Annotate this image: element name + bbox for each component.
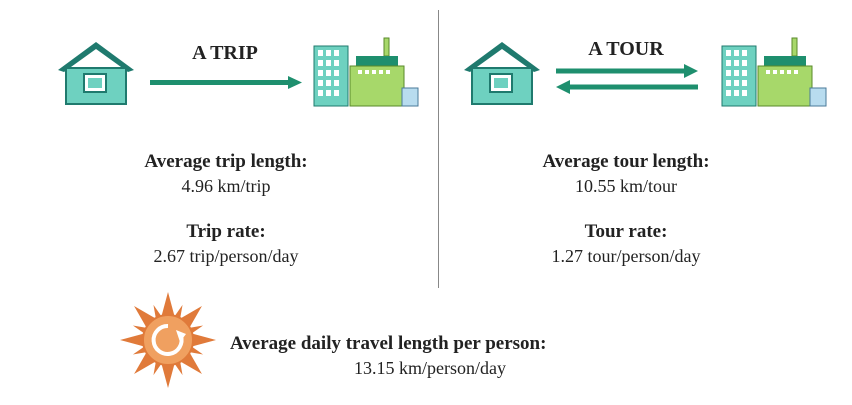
- home-icon: [58, 42, 134, 105]
- arrow-right-icon: [150, 76, 302, 89]
- tour-rate-heading: Tour rate:: [584, 221, 668, 242]
- sun-cycle-icon: [120, 292, 216, 388]
- city-factory-icon: [721, 37, 827, 107]
- daily-heading: Average daily travel length per person:: [230, 333, 547, 354]
- tour-label: A TOUR: [588, 38, 664, 60]
- tour-rate-value: 1.27 tour/person/day: [551, 246, 701, 266]
- arrow-right-icon: [556, 64, 698, 78]
- trip-length-value: 4.96 km/trip: [181, 176, 271, 196]
- home-icon: [464, 42, 540, 105]
- trip-length-heading: Average trip length:: [144, 151, 308, 172]
- panel-divider: [438, 10, 439, 288]
- tour-length-heading: Average tour length:: [542, 151, 710, 172]
- arrow-left-icon: [556, 80, 698, 94]
- city-factory-icon: [313, 37, 419, 107]
- daily-value: 13.15 km/person/day: [354, 358, 506, 378]
- trip-rate-value: 2.67 trip/person/day: [153, 246, 299, 266]
- trip-rate-heading: Trip rate:: [186, 221, 266, 242]
- trip-label: A TRIP: [192, 42, 258, 64]
- tour-length-value: 10.55 km/tour: [575, 176, 677, 196]
